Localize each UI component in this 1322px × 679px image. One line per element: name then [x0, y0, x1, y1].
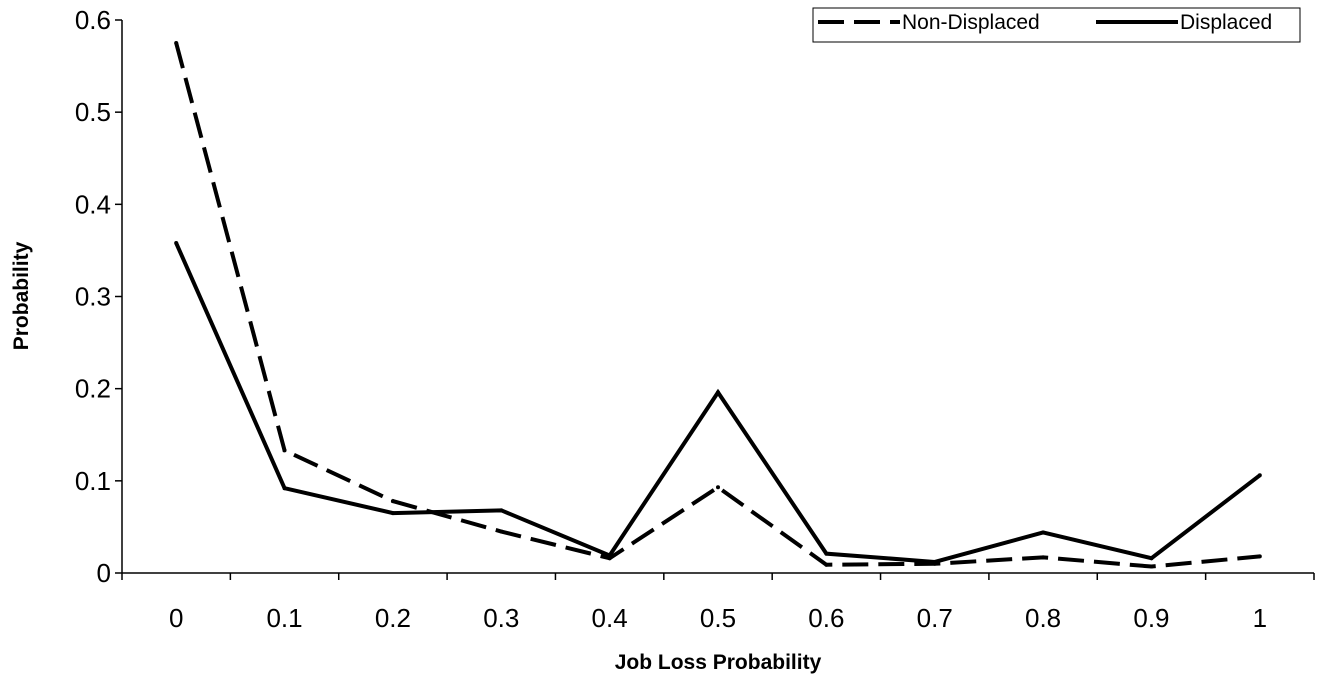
data-point-displaced: [932, 559, 937, 564]
y-tick-label: 0.4: [75, 189, 111, 219]
data-point-non-displaced: [174, 41, 179, 46]
data-point-displaced: [1149, 556, 1154, 561]
data-point-non-displaced: [824, 562, 829, 567]
x-tick-label: 0.7: [917, 603, 953, 633]
legend-label-displaced: Displaced: [1180, 11, 1272, 34]
data-point-non-displaced: [1149, 564, 1154, 569]
data-point-non-displaced: [390, 499, 395, 504]
series-layer: [174, 41, 1262, 569]
y-tick-label: 0: [97, 558, 111, 588]
data-point-displaced: [499, 508, 504, 513]
y-axis-ticks: 0 0.1 0.2 0.3 0.4 0.5 0.6: [75, 5, 122, 588]
data-point-displaced: [607, 553, 612, 558]
data-point-displaced: [282, 486, 287, 491]
series-line-displaced: [174, 242, 1262, 564]
data-point-displaced: [824, 551, 829, 556]
x-tick-label: 0.6: [808, 603, 844, 633]
x-tick-label: 0: [169, 603, 183, 633]
x-axis-ticks: 0 0.1 0.2 0.3 0.4 0.5 0.6 0.7 0.8 0.9 1: [121, 573, 1315, 633]
x-axis-title: Job Loss Probability: [615, 651, 822, 674]
x-tick-label: 0.4: [592, 603, 628, 633]
data-point-displaced: [716, 390, 720, 395]
y-tick-label: 0.5: [75, 97, 111, 127]
legend: Non-Displaced Displaced: [812, 7, 1301, 43]
data-point-displaced: [1257, 473, 1262, 478]
x-tick-label: 0.1: [266, 603, 302, 633]
x-tick-label: 0.9: [1133, 603, 1169, 633]
legend-label-non-displaced: Non-Displaced: [902, 11, 1040, 34]
series-line-non-displaced: [174, 42, 1261, 569]
data-point-non-displaced: [716, 485, 720, 490]
y-axis-title: Probability: [10, 241, 33, 350]
x-tick-label: 0.8: [1025, 603, 1061, 633]
y-tick-label: 0.2: [75, 374, 111, 404]
data-point-displaced: [1041, 530, 1046, 535]
data-point-non-displaced: [499, 529, 504, 534]
x-tick-label: 0.5: [700, 603, 736, 633]
x-tick-label: 0.3: [483, 603, 519, 633]
data-point-displaced: [390, 511, 395, 516]
y-tick-label: 0.1: [75, 466, 111, 496]
data-point-displaced: [174, 241, 179, 246]
data-point-non-displaced: [1041, 555, 1046, 560]
x-tick-label: 0.2: [375, 603, 411, 633]
legend-box: [812, 7, 1301, 43]
y-tick-label: 0.3: [75, 282, 111, 312]
data-point-non-displaced: [1257, 554, 1262, 559]
x-tick-label: 1: [1253, 603, 1267, 633]
y-tick-label: 0.6: [75, 5, 111, 35]
data-point-non-displaced: [282, 448, 287, 453]
